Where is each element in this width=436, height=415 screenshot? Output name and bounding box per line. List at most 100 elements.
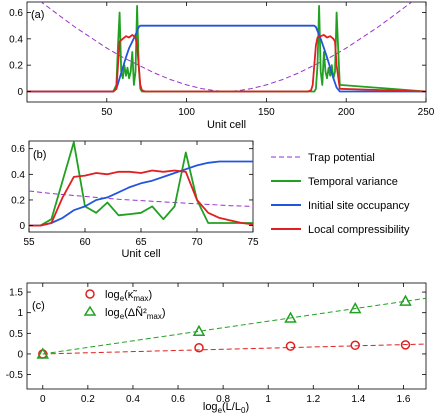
fit-line-dn (42, 297, 426, 355)
panel-b-xlabel: Unit cell (121, 248, 160, 260)
panel-c-xlabel: loge(L/L0) (203, 401, 249, 415)
legend-label-variance: Temporal variance (308, 176, 398, 188)
x-tick-label: 200 (338, 107, 355, 118)
x-tick-label: 1 (265, 394, 271, 405)
xlabel-sub: e (218, 406, 223, 415)
panel-b-legend: Trap potential Temporal variance Initial… (271, 152, 410, 236)
legend-label-compressibility: Local compressibility (308, 224, 410, 236)
panel-a-xlabel: Unit cell (207, 119, 246, 131)
panel-c-plot (36, 294, 426, 359)
y-tick-label: 0.6 (11, 144, 25, 155)
x-tick-label: 0.2 (81, 394, 95, 405)
dn-main: (ΔÑ² (124, 306, 147, 319)
panel-c-legend: loge(κ̃max) loge(ΔÑ²max) (83, 289, 166, 321)
legend-label-occupancy: Initial site occupancy (308, 200, 410, 212)
y-tick-label: 0.6 (9, 8, 23, 19)
x-tick-label: 1.2 (306, 394, 320, 405)
x-tick-label: 250 (418, 107, 435, 118)
dn-log: log (105, 307, 120, 319)
series-line-trap (29, 190, 253, 207)
x-tick-label: 0.6 (171, 394, 185, 405)
panel-a-label: (a) (31, 9, 44, 21)
x-tick-label: 0 (40, 394, 46, 405)
series-line-var (29, 141, 253, 227)
x-tick-label: 0.8 (216, 394, 230, 405)
legend-label-kappa: loge(κ̃max) (105, 289, 152, 303)
y-tick-label: 0.4 (11, 170, 25, 181)
panel-c-ticks: 0 0.2 0.4 0.6 0.8 1 1.2 1.4 1.6 -0.5 0 0.5 1 1.5 (6, 283, 426, 405)
x-tick-label: 60 (79, 237, 91, 248)
x-tick-label: 50 (101, 107, 113, 118)
x-tick-label: 75 (247, 237, 259, 248)
x-tick-label: 1.6 (397, 394, 411, 405)
panel-a-ticks: 50 100 150 200 250 0 0.2 0.4 0.6 (9, 2, 435, 118)
panel-b-series (29, 141, 253, 227)
x-tick-label: 65 (135, 237, 147, 248)
panel-b-ticks: 55 60 65 70 75 0 0.2 0.4 0.6 (11, 141, 259, 248)
y-tick-label: -0.5 (6, 370, 24, 381)
dn-sub2: max (147, 312, 162, 321)
series-line-occ (29, 160, 253, 227)
point-kappa (285, 341, 296, 351)
panel-b-chart: (b) 55 60 65 70 75 0 0.2 0.4 0.6 Unit cell (11, 140, 259, 260)
series-line-var (27, 5, 426, 93)
panel-c-frame (26, 282, 427, 390)
series-line-comp (27, 34, 426, 93)
xlabel-main: (L/L (222, 401, 241, 413)
point-dn (36, 347, 50, 359)
legend-marker-dn (83, 305, 97, 316)
xlabel-sub0: 0 (241, 406, 246, 415)
panel-b-label: (b) (33, 149, 46, 161)
y-tick-label: 1.5 (9, 288, 23, 299)
point-kappa (194, 343, 204, 353)
panel-c-series (36, 294, 426, 359)
y-tick-label: 0.2 (11, 195, 25, 206)
x-tick-label: 55 (23, 237, 35, 248)
legend-entry-kappa: loge(κ̃max) (85, 289, 152, 303)
legend-entry-trap: Trap potential (271, 152, 375, 164)
point-dn (192, 324, 206, 337)
kappa-log: log (105, 289, 120, 301)
series-line-occ (27, 24, 426, 93)
x-tick-label: 70 (191, 237, 203, 248)
point-dn (284, 311, 297, 323)
series-line-comp (29, 169, 253, 227)
legend-marker-kappa (85, 289, 95, 299)
panel-a-chart: (a) 50 100 150 200 250 0 0.2 0.4 0.6 Unit cell (9, 1, 435, 131)
x-tick-label: 1.4 (351, 394, 365, 405)
x-tick-label: 100 (178, 107, 195, 118)
dn-sub: e (120, 312, 125, 321)
panel-b-plot (29, 141, 253, 227)
kappa-sub2: max (133, 294, 148, 303)
xlabel-close: ) (245, 401, 249, 413)
y-tick-label: 0 (19, 221, 25, 232)
xlabel-log: log (203, 401, 218, 413)
panel-c-chart: (c) 0 0.2 0.4 0.6 0.8 1 1.2 1.4 1.6-0.500.511.5 … (6, 282, 427, 415)
point-dn (348, 302, 362, 314)
legend-entry-compressibility: Local compressibility (271, 224, 410, 236)
panel-a-frame (26, 1, 427, 103)
x-tick-label: 150 (258, 107, 275, 118)
panel-a-plot (27, 2, 426, 93)
x-tick-label: 0.4 (126, 394, 140, 405)
dn-end: ) (162, 307, 166, 319)
panel-c-label: (c) (32, 300, 45, 312)
legend-entry-variance: Temporal variance (271, 176, 398, 188)
y-tick-label: 1 (17, 308, 23, 319)
y-tick-label: 0 (17, 87, 23, 98)
y-tick-label: 0.5 (9, 329, 23, 340)
point-kappa (400, 340, 411, 350)
series-line-trap (40, 2, 413, 92)
panel-a-series (27, 2, 426, 93)
point-dn (399, 294, 412, 306)
y-tick-label: 0.2 (9, 61, 23, 72)
legend-entry-dn: loge(ΔÑ²max) (83, 305, 166, 321)
legend-entry-occupancy: Initial site occupancy (271, 200, 410, 212)
point-kappa (350, 340, 360, 351)
legend-label-trap: Trap potential (308, 152, 375, 164)
kappa-sub: e (120, 294, 125, 303)
y-tick-label: 0 (17, 349, 23, 360)
legend-label-dn: loge(ΔÑ²max) (105, 306, 166, 321)
kappa-end: ) (148, 289, 152, 301)
